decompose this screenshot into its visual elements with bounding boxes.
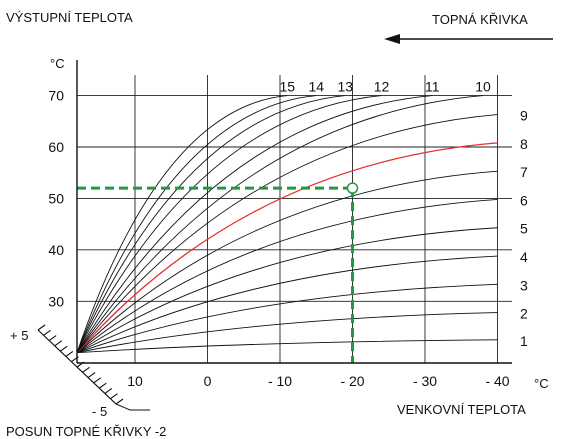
curve-label-9: 9 <box>520 108 528 124</box>
heating-curve-9 <box>76 114 498 353</box>
heating-curve-1 <box>76 339 498 354</box>
heating-curve-12 <box>76 95 382 353</box>
heating-curve-3 <box>76 283 498 354</box>
shift-title: POSUN TOPNÉ KŘIVKY -2 <box>6 424 166 439</box>
heating-curve-2 <box>76 312 498 354</box>
x-tick-label: - 20 <box>340 373 364 389</box>
x-axis-title: VENKOVNÍ TEPLOTA <box>397 402 526 417</box>
y-tick-label: 70 <box>48 88 64 104</box>
heating-curve-8 <box>76 142 498 354</box>
operating-point-marker <box>346 182 359 194</box>
shift-scale-tick <box>65 350 74 357</box>
heating-curve-11 <box>76 95 433 353</box>
shift-scale-tick <box>110 393 118 400</box>
curve-label-8: 8 <box>520 136 528 152</box>
shift-scale-tick <box>43 329 51 336</box>
y-tick-label: 60 <box>48 139 64 155</box>
x-tick-label: 0 <box>204 373 212 389</box>
heating-curve-6 <box>76 199 498 354</box>
tick-labels: 10 0 - 10 - 20 - 30 - 40 30 40 50 60 70 <box>48 88 509 389</box>
curve-label-2: 2 <box>520 306 528 322</box>
heating-curves <box>76 95 498 354</box>
curve-label-1: 1 <box>520 333 528 349</box>
shift-scale <box>37 324 150 411</box>
heating-curve-14 <box>76 95 317 353</box>
heating-curve-10 <box>76 95 484 353</box>
shift-scale-tick <box>76 361 85 368</box>
grid <box>77 75 512 363</box>
shift-scale-tick <box>104 387 113 394</box>
y-tick-label: 30 <box>48 293 64 309</box>
shift-scale-tick <box>82 366 90 373</box>
heating-curve-5 <box>76 227 498 354</box>
x-tick-label: - 10 <box>268 373 292 389</box>
curve-label-7: 7 <box>520 164 528 180</box>
curve-label-15: 15 <box>279 79 295 95</box>
heating-curve-13 <box>76 95 346 353</box>
shift-scale-tick <box>115 398 124 405</box>
shift-scale-tick <box>54 340 63 347</box>
shift-scale-tick <box>37 324 46 331</box>
shift-minus-leader <box>115 403 150 411</box>
curve-label-13: 13 <box>337 79 353 95</box>
y-tick-label: 40 <box>48 242 64 258</box>
curves-arrow-head <box>384 34 400 44</box>
operating-point-guides <box>77 182 359 363</box>
curve-label-14: 14 <box>308 79 324 95</box>
shift-scale-tick <box>93 377 102 384</box>
x-tick-label: - 40 <box>485 373 509 389</box>
heating-curve-7 <box>76 170 498 354</box>
shift-scale-tick <box>48 335 57 342</box>
x-tick-label: 10 <box>127 373 143 389</box>
curve-label-5: 5 <box>520 221 528 237</box>
y-axis-title: VÝSTUPNÍ TEPLOTA <box>6 10 133 25</box>
curve-label-11: 11 <box>425 79 440 95</box>
curve-label-6: 6 <box>520 192 528 208</box>
shift-plus-label: + 5 <box>10 328 28 343</box>
y-tick-label: 50 <box>48 190 64 206</box>
curve-label-4: 4 <box>520 249 528 265</box>
heating-curve-15 <box>76 95 288 353</box>
x-tick-label: - 30 <box>413 373 437 389</box>
shift-minus-label: - 5 <box>92 404 107 419</box>
shift-scale-tick <box>98 382 107 389</box>
curve-label-10: 10 <box>475 79 491 95</box>
x-unit-label: °C <box>534 376 549 391</box>
heating-curve-4 <box>76 255 498 354</box>
y-unit-label: °C <box>50 56 65 71</box>
shift-scale-tick <box>59 345 68 352</box>
shift-scale-tick <box>87 372 96 379</box>
curve-label-12: 12 <box>374 79 390 95</box>
shift-scale-tick <box>71 356 79 363</box>
axes <box>76 60 512 364</box>
curve-label-3: 3 <box>520 277 528 293</box>
curves-title: TOPNÁ KŘIVKA <box>432 12 528 27</box>
